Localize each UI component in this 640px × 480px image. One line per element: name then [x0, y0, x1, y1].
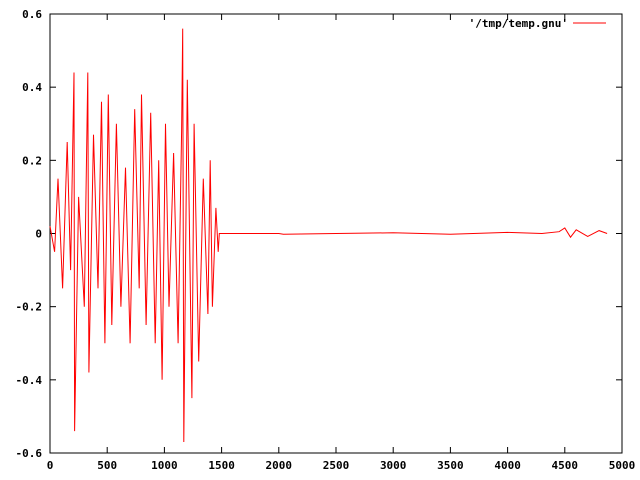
- series-line-0: [49, 28, 608, 443]
- legend: '/tmp/temp.gnu': [469, 17, 606, 30]
- y-tick-label: 0.2: [22, 154, 42, 167]
- series-layer: [49, 28, 608, 443]
- legend-label: '/tmp/temp.gnu': [469, 17, 568, 30]
- x-tick-label: 4000: [494, 459, 521, 472]
- x-tick-label: 5000: [609, 459, 636, 472]
- x-tick-label: 2500: [323, 459, 350, 472]
- y-tick-label: -0.6: [16, 447, 43, 460]
- x-tick-label: 2000: [266, 459, 293, 472]
- y-tick-label: 0.6: [22, 8, 42, 21]
- y-tick-label: 0.4: [22, 81, 42, 94]
- x-tick-label: 3500: [437, 459, 464, 472]
- y-tick-label: 0: [35, 228, 42, 241]
- y-tick-label: -0.4: [16, 374, 43, 387]
- x-tick-label: 500: [97, 459, 117, 472]
- axis-ticks: 0 500 1000 1500 2000 2500 3000 3500 4000 4500 5000…: [16, 8, 636, 472]
- y-tick-label: -0.2: [16, 301, 43, 314]
- x-tick-label: 1000: [151, 459, 178, 472]
- x-tick-label: 4500: [552, 459, 579, 472]
- x-tick-label: 3000: [380, 459, 407, 472]
- x-tick-label: 0: [47, 459, 54, 472]
- x-tick-label: 1500: [208, 459, 235, 472]
